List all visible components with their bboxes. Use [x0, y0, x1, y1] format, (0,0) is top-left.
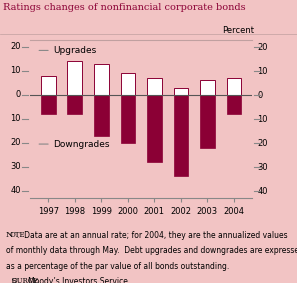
- Bar: [67, 95, 82, 114]
- Bar: [41, 76, 56, 95]
- Bar: [227, 78, 241, 95]
- Bar: [94, 95, 109, 136]
- Text: 20: 20: [10, 42, 21, 51]
- Text: 10: 10: [10, 66, 21, 75]
- Text: 40: 40: [10, 186, 21, 195]
- Text: 10: 10: [10, 114, 21, 123]
- Bar: [147, 95, 162, 162]
- Bar: [173, 95, 188, 177]
- Text: Upgrades: Upgrades: [53, 46, 97, 55]
- Bar: [147, 78, 162, 95]
- Text: N: N: [6, 231, 13, 239]
- Bar: [67, 61, 82, 95]
- Text: OURCE: OURCE: [11, 277, 38, 283]
- Text: S: S: [6, 277, 17, 283]
- Text: OTE: OTE: [10, 231, 25, 239]
- Bar: [200, 80, 215, 95]
- Bar: [227, 95, 241, 114]
- Bar: [121, 73, 135, 95]
- Bar: [94, 64, 109, 95]
- Text: Downgrades: Downgrades: [53, 140, 110, 149]
- Text: 30: 30: [10, 162, 21, 171]
- Text: Ratings changes of nonfinancial corporate bonds: Ratings changes of nonfinancial corporat…: [3, 3, 246, 12]
- Bar: [121, 95, 135, 143]
- Text: .  Data are at an annual rate; for 2004, they are the annualized values: . Data are at an annual rate; for 2004, …: [17, 231, 288, 240]
- Text: of monthly data through May.  Debt upgrades and downgrades are expressed: of monthly data through May. Debt upgrad…: [6, 246, 297, 255]
- Text: .  Moody’s Investors Service.: . Moody’s Investors Service.: [21, 277, 131, 283]
- Bar: [173, 88, 188, 95]
- Text: 20: 20: [10, 138, 21, 147]
- Bar: [200, 95, 215, 148]
- Text: 0: 0: [15, 90, 21, 99]
- Text: Percent: Percent: [222, 26, 254, 35]
- Bar: [41, 95, 56, 114]
- Text: as a percentage of the par value of all bonds outstanding.: as a percentage of the par value of all …: [6, 262, 229, 271]
